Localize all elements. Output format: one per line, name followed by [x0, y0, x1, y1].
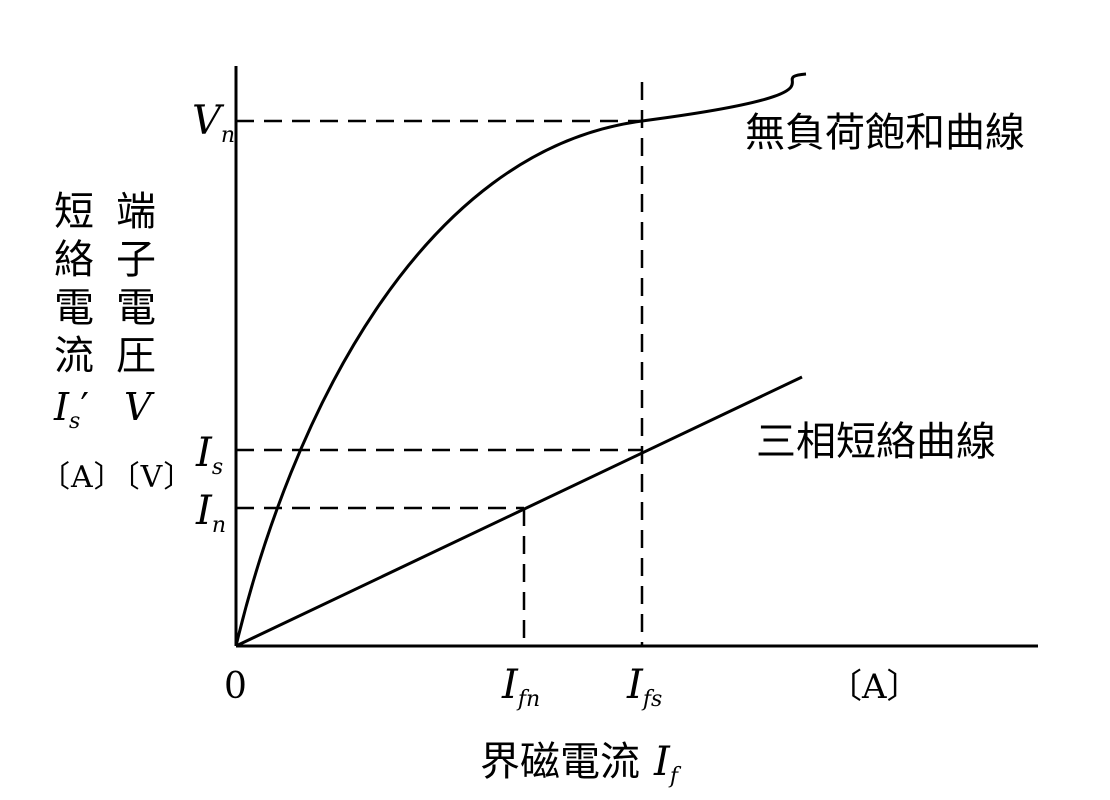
y-label-char: 端 — [116, 189, 156, 235]
ifs-label: Ifs — [626, 662, 662, 712]
x-unit-label: 〔A〕 — [828, 667, 921, 707]
y-symbol-v: V — [124, 385, 152, 429]
y-label-char: 子 — [116, 237, 156, 283]
y-label-char: 圧 — [116, 333, 156, 379]
short-circuit-curve-label: 三相短絡曲線 — [756, 419, 996, 465]
in-label: In — [195, 488, 226, 538]
origin-label: 0 — [224, 666, 247, 707]
y-units-label: 〔A〕〔V〕 — [40, 460, 195, 495]
y-label-char: 短 — [54, 189, 94, 235]
no-load-saturation-curve — [234, 72, 807, 647]
y-label-short-circuit-current: 短 絡 電 流 — [50, 188, 98, 380]
y-label-char: 流 — [54, 333, 94, 379]
short-circuit-curve — [235, 375, 803, 648]
y-label-terminal-voltage: 端 子 電 圧 — [112, 188, 160, 380]
y-symbol-is-prime: Is′ — [54, 385, 89, 434]
y-label-char: 電 — [116, 285, 156, 331]
x-axis-title: 界磁電流 If — [480, 739, 682, 789]
no-load-curve-label: 無負荷飽和曲線 — [745, 110, 1025, 156]
vn-label: Vn — [192, 98, 235, 148]
y-label-char: 絡 — [54, 237, 94, 283]
ifn-label: Ifn — [501, 662, 540, 712]
y-label-char: 電 — [54, 285, 94, 331]
is-label: Is — [195, 430, 223, 480]
